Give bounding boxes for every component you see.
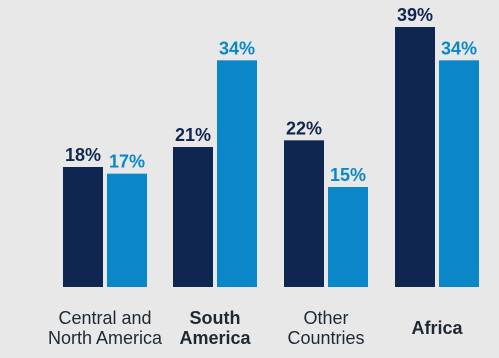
data-label-2-2: 34%	[219, 38, 255, 58]
bar-1-1	[63, 167, 103, 287]
bar-1-2	[173, 147, 213, 287]
data-label-2-4: 34%	[441, 38, 477, 58]
data-label-1-3: 22%	[286, 118, 322, 138]
bar-1-3	[284, 140, 324, 287]
category-label-2: South America	[155, 308, 275, 348]
bar-2-3	[328, 187, 368, 287]
category-label-line: North America	[47, 328, 163, 348]
category-label-4: Africa	[377, 318, 497, 338]
data-label-1-1: 18%	[65, 145, 101, 165]
data-label-2-1: 17%	[109, 152, 145, 172]
category-label-line: Countries	[287, 328, 365, 348]
bar-1-4	[395, 27, 435, 287]
category-label-1: Central and North America	[45, 308, 165, 348]
bar-2-1	[107, 173, 147, 287]
category-label-line: America	[179, 328, 251, 348]
category-label-line: South	[189, 308, 241, 328]
category-label-3: Other Countries	[266, 308, 386, 348]
category-label-line: Central and	[58, 308, 152, 328]
data-label-2-3: 15%	[330, 165, 366, 185]
bar-2-4	[439, 60, 479, 288]
data-label-1-4: 39%	[397, 5, 433, 25]
data-label-1-2: 21%	[175, 125, 211, 145]
category-label-line: Other	[303, 308, 349, 328]
bar-2-2	[217, 60, 257, 288]
category-label-line: Africa	[411, 318, 463, 338]
